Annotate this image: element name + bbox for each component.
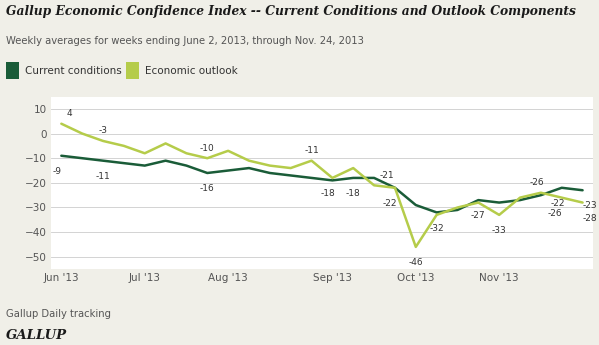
Text: Gallup Daily tracking: Gallup Daily tracking bbox=[6, 309, 111, 319]
Text: -32: -32 bbox=[429, 224, 444, 233]
Text: -46: -46 bbox=[409, 258, 423, 267]
Text: -21: -21 bbox=[380, 171, 394, 180]
Text: -33: -33 bbox=[492, 226, 507, 235]
Text: -27: -27 bbox=[471, 211, 486, 220]
Text: 4: 4 bbox=[67, 109, 72, 118]
Text: -10: -10 bbox=[200, 144, 214, 152]
Text: -11: -11 bbox=[304, 146, 319, 155]
Text: -3: -3 bbox=[99, 126, 108, 135]
Text: Economic outlook: Economic outlook bbox=[145, 66, 238, 76]
Text: -26: -26 bbox=[547, 209, 562, 218]
Text: -23: -23 bbox=[582, 201, 597, 210]
Text: -28: -28 bbox=[582, 214, 597, 223]
Text: -22: -22 bbox=[550, 199, 565, 208]
Text: -26: -26 bbox=[530, 178, 544, 187]
Text: Current conditions: Current conditions bbox=[25, 66, 122, 76]
Text: GALLUP: GALLUP bbox=[6, 328, 67, 342]
Text: -9: -9 bbox=[53, 167, 62, 176]
Text: Gallup Economic Confidence Index -- Current Conditions and Outlook Components: Gallup Economic Confidence Index -- Curr… bbox=[6, 5, 576, 18]
Text: -16: -16 bbox=[200, 184, 214, 193]
Text: Weekly averages for weeks ending June 2, 2013, through Nov. 24, 2013: Weekly averages for weeks ending June 2,… bbox=[6, 36, 364, 46]
Text: -18: -18 bbox=[346, 189, 361, 198]
Text: -22: -22 bbox=[382, 199, 397, 208]
Text: -18: -18 bbox=[321, 189, 335, 198]
Text: -11: -11 bbox=[96, 172, 110, 181]
